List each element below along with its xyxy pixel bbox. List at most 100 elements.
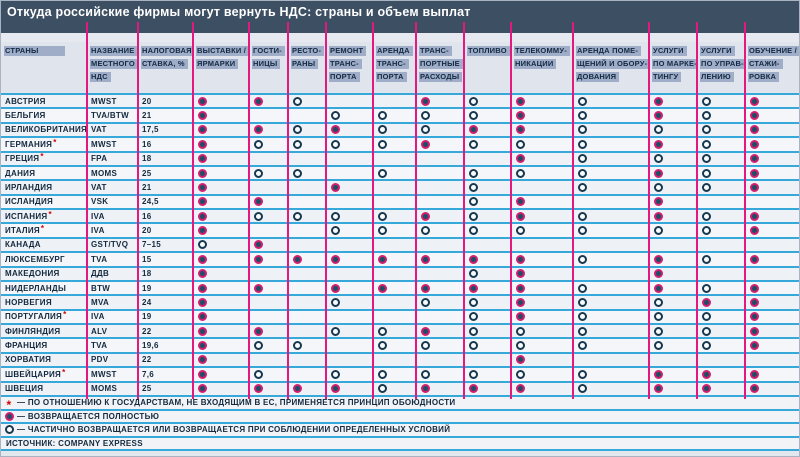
full-refund-dot bbox=[293, 384, 302, 394]
country-label: ИРЛАНДИЯ bbox=[5, 182, 53, 192]
partial-refund-dot bbox=[378, 384, 387, 394]
refund-cell bbox=[416, 181, 464, 193]
refund-cell bbox=[373, 339, 416, 351]
refund-cell bbox=[573, 383, 649, 395]
asterisk-icon: * bbox=[6, 397, 12, 412]
table-header: СТРАНЫ НАЗВАНИЕ МЕСТНОГО НДС НАЛОГОВАЯ СТАВКА… bbox=[1, 42, 799, 95]
country-cell: ИСПАНИЯ * bbox=[1, 210, 87, 222]
refund-cell bbox=[573, 153, 649, 165]
table-row: ИСЛАНДИЯ VSK 24,5 bbox=[1, 195, 799, 210]
refund-cell bbox=[416, 95, 464, 107]
refund-cell bbox=[745, 124, 799, 136]
full-refund-dot bbox=[198, 111, 207, 121]
vat-name-cell: VAT bbox=[91, 125, 107, 135]
refund-cell bbox=[464, 224, 511, 236]
column-header-line: МЕСТНОГО bbox=[90, 59, 138, 69]
refund-cell bbox=[373, 167, 416, 179]
partial-refund-dot bbox=[254, 168, 263, 178]
refund-cell bbox=[573, 210, 649, 222]
tax-rate-cell: 16 bbox=[142, 139, 152, 149]
refund-cell bbox=[373, 325, 416, 337]
full-refund-dot bbox=[421, 254, 430, 264]
refund-cell bbox=[745, 339, 799, 351]
refund-cell bbox=[416, 282, 464, 294]
full-refund-dot bbox=[254, 326, 263, 336]
country-label: ВЕЛИКОБРИТАНИЯ bbox=[5, 125, 87, 135]
refund-cell bbox=[416, 124, 464, 136]
partial-refund-dot bbox=[516, 326, 525, 336]
full-refund-dot bbox=[654, 168, 663, 178]
refund-cell bbox=[416, 325, 464, 337]
full-legend-marker bbox=[1, 411, 17, 421]
refund-cell bbox=[373, 268, 416, 280]
country-cell: ВЕЛИКОБРИТАНИЯ bbox=[1, 124, 87, 136]
partial-refund-dot bbox=[654, 341, 663, 351]
partial-refund-dot bbox=[469, 211, 478, 221]
partial-refund-dot bbox=[578, 297, 587, 307]
partial-refund-dot bbox=[702, 226, 711, 236]
refund-cell bbox=[511, 354, 573, 366]
partial-refund-dot bbox=[469, 111, 478, 121]
refund-cell bbox=[373, 383, 416, 395]
tax-rate-cell: 17,5 bbox=[142, 125, 159, 135]
full-refund-dot bbox=[421, 96, 430, 106]
refund-cell bbox=[464, 95, 511, 107]
refund-cell bbox=[288, 124, 326, 136]
country-label: КАНАДА bbox=[5, 240, 41, 250]
partial-refund-dot bbox=[578, 283, 587, 293]
refund-cell bbox=[416, 167, 464, 179]
refund-cell bbox=[745, 210, 799, 222]
refund-cell bbox=[249, 325, 288, 337]
refund-cell bbox=[373, 282, 416, 294]
refund-cell bbox=[697, 210, 745, 222]
full-refund-dot bbox=[198, 154, 207, 164]
full-refund-dot bbox=[750, 326, 759, 336]
refund-cell bbox=[288, 282, 326, 294]
refund-cell bbox=[464, 109, 511, 121]
full-refund-dot bbox=[750, 139, 759, 149]
refund-cell bbox=[573, 167, 649, 179]
vat-name-cell: TVA bbox=[91, 341, 108, 351]
refund-cell bbox=[573, 239, 649, 251]
table-row: ФИНЛЯНДИЯ ALV 22 bbox=[1, 325, 799, 340]
refund-cell bbox=[249, 354, 288, 366]
refund-cell bbox=[697, 325, 745, 337]
refund-cell bbox=[573, 354, 649, 366]
tax-rate-cell: 25 bbox=[142, 384, 152, 394]
refund-cell bbox=[416, 253, 464, 265]
full-refund-dot bbox=[198, 226, 207, 236]
refund-cell bbox=[649, 196, 697, 208]
refund-cell bbox=[326, 224, 373, 236]
refund-cell bbox=[416, 210, 464, 222]
legend-item: — ЧАСТИЧНО ВОЗВРАЩАЕТСЯ ИЛИ ВОЗВРАЩАЕТСЯ… bbox=[1, 424, 799, 438]
column-header-line: АРЕНДА ПОМЕ- bbox=[576, 46, 642, 56]
vat-name-cell: VSK bbox=[91, 197, 109, 207]
refund-cell bbox=[288, 368, 326, 380]
partial-refund-dot bbox=[654, 326, 663, 336]
tax-rate-cell: 19 bbox=[142, 312, 152, 322]
refund-cell bbox=[326, 167, 373, 179]
partial-refund-dot bbox=[421, 125, 430, 135]
refund-cell bbox=[288, 210, 326, 222]
full-refund-dot bbox=[750, 96, 759, 106]
full-refund-dot bbox=[750, 182, 759, 192]
full-refund-dot bbox=[198, 182, 207, 192]
refund-cell bbox=[573, 109, 649, 121]
full-refund-dot bbox=[254, 197, 263, 207]
refund-cell bbox=[649, 325, 697, 337]
refund-cell bbox=[373, 95, 416, 107]
refund-cell bbox=[326, 282, 373, 294]
column-header: ТРАНС- ПОРТНЫЕ РАСХОДЫ bbox=[416, 42, 464, 93]
full-refund-dot bbox=[750, 283, 759, 293]
partial-refund-dot bbox=[378, 125, 387, 135]
refund-cell bbox=[193, 268, 249, 280]
vat-name-cell: IVA bbox=[91, 312, 105, 322]
refund-cell bbox=[193, 224, 249, 236]
refund-cell bbox=[745, 95, 799, 107]
table-row: ФРАНЦИЯ TVA 19,6 bbox=[1, 339, 799, 354]
refund-cell bbox=[249, 268, 288, 280]
refund-cell bbox=[416, 138, 464, 150]
column-header-line: УСЛУГИ bbox=[700, 46, 735, 56]
refund-cell bbox=[288, 311, 326, 323]
refund-cell bbox=[511, 239, 573, 251]
